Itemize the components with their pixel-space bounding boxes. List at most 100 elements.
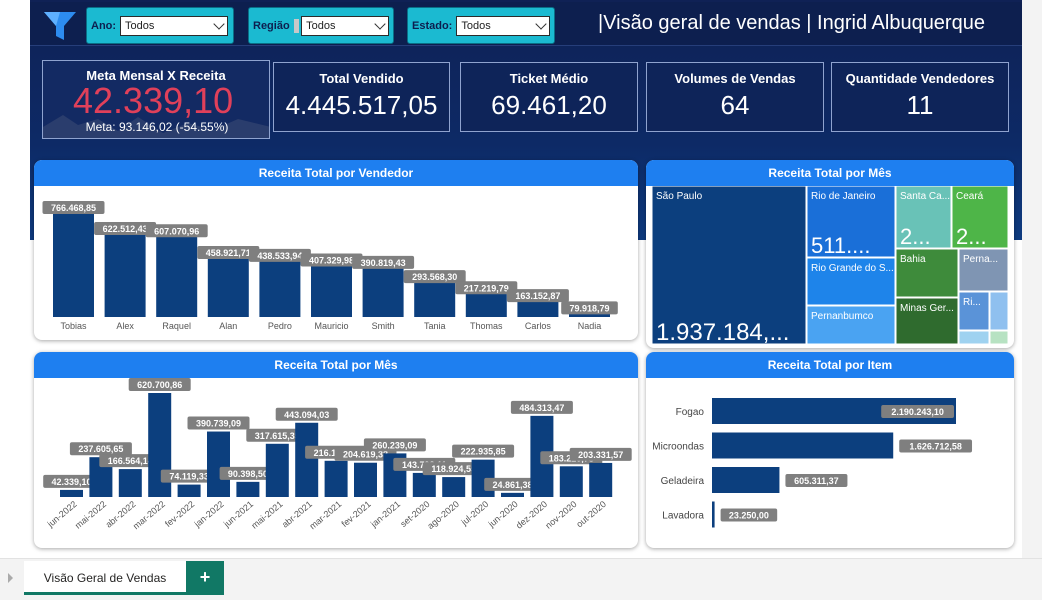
tick-label-vendedor-3: Alan (219, 321, 237, 331)
tab-visao-geral[interactable]: Visão Geral de Vendas (24, 561, 186, 595)
treemap-tile-label-3: Pernanbumco (811, 311, 874, 322)
kpi-ticket-medio-card[interactable]: Ticket Médio 69.461,20 (460, 62, 638, 132)
filter-estado-select[interactable]: Todos (456, 15, 550, 36)
data-label-mes-8-bg (275, 407, 338, 421)
treemap-tile-9 (958, 291, 990, 331)
tick-label-mes-16: dez-2020 (514, 499, 549, 531)
chart-receita-vendedor: 766.468,85 Tobias 622.512,43 Alex 607.070,96… (42, 201, 618, 331)
tick-label-vendedor-7: Tania (424, 321, 446, 331)
bar-item-3 (712, 501, 715, 528)
treemap-tile-label-2: Rio Grande do S... (811, 263, 894, 274)
tick-label-mes-17: nov-2020 (543, 499, 578, 531)
bar-mes-13 (442, 477, 466, 497)
kpi-ticket-medio-value: 69.461,20 (491, 90, 607, 120)
treemap-tile-4 (895, 186, 952, 249)
data-label-mes-14: 222.935,85 (461, 447, 506, 457)
data-label-item-2: 605.311,37 (794, 476, 839, 486)
panel-receita-item[interactable]: Receita Total por Item Fogao 2.190.243,10… (646, 352, 1014, 548)
data-label-vendedor-3-bg (197, 245, 260, 259)
filter-regiao-select[interactable]: Todos (301, 15, 389, 36)
bar-mes-8 (295, 422, 319, 497)
tick-label-vendedor-4: Pedro (268, 321, 292, 331)
panel-receita-item-title: Receita Total por Item (646, 352, 1014, 378)
treemap-tile-label-1: Rio de Janeiro (811, 191, 876, 202)
tick-label-mes-9: mar-2021 (307, 499, 343, 531)
bar-mes-17 (559, 466, 583, 497)
treemap-tile-value-1: 511.... (811, 233, 871, 258)
treemap-tile-label-9: Ri... (963, 297, 981, 308)
data-label-mes-13-bg (422, 462, 485, 476)
tick-label-mes-1: mai-2022 (73, 499, 108, 531)
data-label-vendedor-8-bg (455, 281, 518, 295)
filter-estado-value: Todos (461, 19, 491, 32)
filter-regiao-handle (293, 18, 300, 33)
tick-label-mes-5: jan-2022 (192, 499, 226, 530)
kpi-meta-card[interactable]: Meta Mensal X Receita 42.339,10 Meta: 93… (42, 60, 270, 139)
treemap-tile-8 (958, 248, 1009, 292)
tick-label-mes-7: mai-2021 (249, 499, 284, 531)
kpi-vendedores-value: 11 (906, 90, 934, 120)
data-label-mes-2: 166.564,14 (108, 456, 153, 466)
filter-regiao-label: Região (253, 19, 290, 32)
panel-receita-vendedor[interactable]: Receita Total por Vendedor 766.468,85 Tob… (34, 160, 638, 340)
tick-label-mes-11: jan-2021 (368, 499, 402, 530)
add-page-button[interactable]: + (186, 561, 224, 595)
report-canvas: Ano: Todos Região Todos Estado: Todos (0, 0, 1042, 558)
kpi-meta-value: 42.339,10 (73, 80, 234, 121)
data-label-item-3: 23.250,00 (729, 511, 769, 521)
page-title: |Visão geral de vendas | Ingrid Albuquer… (598, 12, 985, 34)
filter-ano-value: Todos (125, 19, 155, 32)
treemap-tile-small-0 (989, 291, 1009, 331)
kpi-total-vendido-card[interactable]: Total Vendido 4.445.517,05 (273, 62, 450, 132)
data-label-vendedor-5-bg (300, 253, 363, 267)
data-label-item-1: 1.626.712,58 (909, 442, 962, 452)
bar-vendedor-4 (259, 252, 301, 317)
data-label-mes-4-bg (160, 469, 218, 483)
data-label-mes-14-bg (452, 444, 515, 458)
data-label-mes-5: 390.739,09 (196, 419, 241, 429)
data-label-mes-6: 90.398,50 (228, 469, 268, 479)
data-label-mes-0: 42.339,10 (51, 477, 91, 487)
data-label-mes-11: 260.239,09 (372, 440, 417, 450)
panel-receita-mes-treemap[interactable]: Receita Total por Mês São Paulo 1.937.184… (646, 160, 1014, 348)
data-label-vendedor-7-bg (403, 270, 466, 284)
treemap-tile-label-4: Santa Ca... (900, 191, 950, 202)
bar-mes-7 (265, 443, 289, 497)
data-label-vendedor-2-bg (145, 224, 208, 238)
canvas-margin-left (0, 0, 30, 558)
data-label-vendedor-6-bg (352, 255, 415, 269)
kpi-vendedores-card[interactable]: Quantidade Vendedores 11 (831, 62, 1009, 132)
bar-vendedor-3 (207, 249, 249, 317)
bar-mes-4 (177, 484, 201, 497)
kpi-meta-subtitle: Meta: 93.146,02 (-54.55%) (85, 120, 229, 134)
filter-ano-select[interactable]: Todos (120, 15, 229, 36)
data-label-vendedor-10-bg (561, 301, 618, 315)
chevron-down-icon (213, 17, 225, 30)
tick-label-vendedor-6: Smith (372, 321, 395, 331)
treemap-tile-label-5: Ceará (956, 191, 984, 202)
chart-receita-item: Fogao 2.190.243,10 Microondas 1.626.712,58 G… (652, 398, 973, 528)
tick-label-vendedor-10: Nadia (578, 321, 602, 331)
treemap-tile-3 (806, 305, 896, 345)
panel-receita-mes[interactable]: Receita Total por Mês 42.339,10 jun-2022 2… (34, 352, 638, 548)
bar-vendedor-5 (311, 257, 352, 317)
filter-regiao-value: Todos (306, 19, 336, 32)
tick-label-vendedor-0: Tobias (60, 321, 87, 331)
tick-label-vendedor-9: Carlos (525, 321, 552, 331)
filter-estado: Estado: Todos (407, 7, 555, 44)
bar-mes-12 (412, 472, 436, 497)
treemap-tile-0 (651, 186, 807, 345)
bar-mes-0 (60, 489, 83, 497)
data-label-mes-10: 204.619,33 (343, 450, 388, 460)
chart-receita-mes: 42.339,10jun-2022237.605,65mai-2022166.5… (43, 378, 632, 531)
kpi-volumes-card[interactable]: Volumes de Vendas 64 (646, 62, 824, 132)
data-label-mes-15: 24.861,38 (492, 480, 532, 490)
kpi-total-vendido-title: Total Vendido (319, 71, 404, 86)
bar-vendedor-0 (53, 205, 94, 317)
data-label-item-2-bg (785, 474, 848, 487)
tab-scroll-left-icon[interactable] (8, 573, 13, 583)
bar-mes-5 (207, 431, 230, 497)
tick-label-mes-3: mar-2022 (131, 499, 167, 531)
filter-ano-label: Ano: (91, 19, 117, 32)
chevron-down-icon (535, 17, 547, 30)
